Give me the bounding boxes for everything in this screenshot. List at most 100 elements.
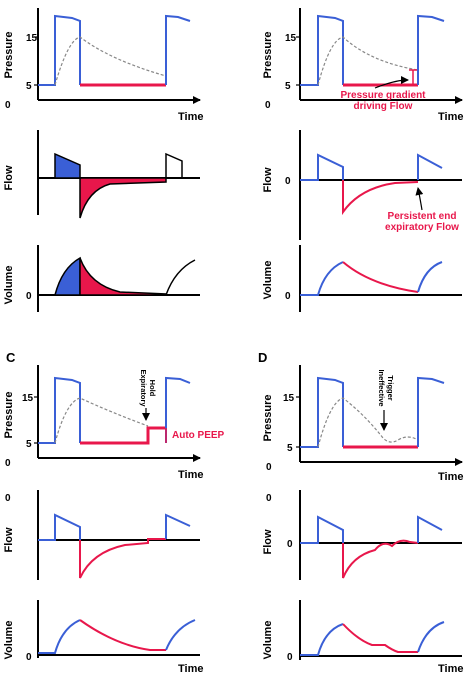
tick-15: 15 xyxy=(26,33,38,44)
tick-0: 0 xyxy=(26,652,32,663)
inspiratory-volume-curve xyxy=(300,623,344,656)
tick-0: 0 xyxy=(266,493,272,504)
panel-a-flow-plot: Flow xyxy=(3,130,200,219)
pressure-axis-label: Pressure xyxy=(3,31,15,78)
pressure-axis-label: Pressure xyxy=(262,394,274,441)
time-axis-label: Time xyxy=(438,111,463,123)
panel-b: 15 5 0 Pressure Time Pressure gradient d… xyxy=(262,8,463,312)
tick-0: 0 xyxy=(5,458,11,469)
panel-b-flow-plot: 0 Flow Persistent end expiratory Flow xyxy=(262,130,462,240)
gradient-arrow xyxy=(374,76,409,89)
next-breath-pressure-curve xyxy=(417,14,445,85)
pressure-gradient-annotation-line2: driving Flow xyxy=(354,101,413,112)
panel-letter-d: D xyxy=(258,350,267,365)
inspiratory-volume-curve xyxy=(38,619,81,654)
expiratory-hold-annotation-line2: Hold xyxy=(148,380,157,397)
time-axis-label: Time xyxy=(178,663,203,675)
next-breath-volume-curve xyxy=(417,261,443,293)
volume-axis-label: Volume xyxy=(3,621,15,660)
pressure-axis-label: Pressure xyxy=(3,391,15,438)
pressure-gradient-annotation-line1: Pressure gradient xyxy=(340,90,426,101)
next-breath-flow-curve xyxy=(417,153,443,180)
time-axis-label: Time xyxy=(438,471,463,483)
tick-0: 0 xyxy=(5,493,11,504)
panel-a: 15 5 0 Pressure Time Flow 0 Volume xyxy=(3,8,203,312)
inspiratory-pressure-curve xyxy=(300,14,344,86)
panel-a-pressure-plot: 15 5 0 Pressure Time xyxy=(3,8,203,123)
tick-15: 15 xyxy=(283,393,295,404)
alveolar-pressure-curve xyxy=(54,36,167,86)
alveolar-pressure-curve xyxy=(317,36,419,86)
expiratory-flow-curve xyxy=(342,180,419,216)
expiratory-flow-curve xyxy=(342,539,419,579)
tick-0: 0 xyxy=(265,100,271,111)
panel-c-volume-plot: 0 Volume Time xyxy=(3,600,203,675)
alveolar-pressure-curve xyxy=(317,397,419,448)
flow-axis-label: Flow xyxy=(262,167,274,192)
flow-axis-label: Flow xyxy=(3,527,15,552)
volume-axis-label: Volume xyxy=(3,266,15,305)
inspiratory-pressure-curve xyxy=(300,376,344,448)
volume-axis-label: Volume xyxy=(262,621,274,660)
ineffective-trigger-annotation-line1: Ineffective xyxy=(377,369,386,406)
persistent-flow-annotation-line1: Persistent end xyxy=(388,211,457,222)
inspiratory-pressure-curve xyxy=(38,14,81,86)
tick-5: 5 xyxy=(287,443,293,454)
persistent-flow-arrow xyxy=(415,187,424,211)
inspiratory-flow-curve xyxy=(38,513,81,541)
tick-0: 0 xyxy=(285,176,291,187)
tick-15: 15 xyxy=(285,33,297,44)
panel-b-pressure-plot: 15 5 0 Pressure Time Pressure gradient d… xyxy=(262,8,463,123)
inspiratory-flow-curve xyxy=(300,153,344,181)
expiratory-volume-fill xyxy=(79,257,167,296)
panel-c: C 15 5 0 Pressure Time Auto PEEP Expirat… xyxy=(3,350,225,675)
inspiratory-flow-fill xyxy=(54,152,81,179)
expiratory-pressure-line xyxy=(80,426,166,445)
time-axis-label: Time xyxy=(178,111,203,123)
tick-0: 0 xyxy=(285,291,291,302)
expiratory-flow-curve xyxy=(79,538,166,579)
ineffective-trigger-annotation-line2: Trigger xyxy=(386,375,395,401)
next-breath-flow-curve xyxy=(165,152,183,178)
flow-axis-label: Flow xyxy=(262,529,274,554)
expiratory-flow-fill xyxy=(79,177,167,219)
tick-0: 0 xyxy=(287,652,293,663)
inspiratory-volume-curve xyxy=(300,261,344,296)
tick-15: 15 xyxy=(22,393,34,404)
tick-5: 5 xyxy=(26,81,32,92)
panel-c-pressure-plot: 15 5 0 Pressure Time Auto PEEP Expirator… xyxy=(3,365,225,481)
panel-d-flow-plot: 0 0 Flow xyxy=(262,490,462,580)
flow-axis-label: Flow xyxy=(3,165,15,190)
panel-d-pressure-plot: 15 5 0 Pressure Time Ineffective Trigger xyxy=(262,365,463,483)
tick-0: 0 xyxy=(26,291,32,302)
panel-a-volume-plot: 0 Volume xyxy=(3,245,200,312)
panel-b-volume-plot: 0 Volume xyxy=(262,245,462,312)
next-breath-pressure-curve xyxy=(165,376,191,443)
tick-5: 5 xyxy=(285,81,291,92)
panel-d-volume-plot: 0 Volume Time xyxy=(262,600,463,675)
volume-axis-label: Volume xyxy=(262,261,274,300)
inspiratory-pressure-curve xyxy=(38,376,81,444)
expiratory-volume-curve xyxy=(342,623,418,653)
time-axis-label: Time xyxy=(438,663,463,675)
panel-c-flow-plot: 0 Flow xyxy=(3,490,200,580)
next-breath-volume-curve xyxy=(417,621,445,653)
next-breath-volume-curve xyxy=(165,619,196,651)
persistent-flow-annotation-line2: expiratory Flow xyxy=(385,222,459,233)
inspiratory-volume-fill xyxy=(54,256,81,296)
tick-5: 5 xyxy=(26,439,32,450)
alveolar-pressure-curve xyxy=(54,397,149,444)
next-breath-pressure-curve xyxy=(165,14,191,85)
expiratory-volume-curve xyxy=(79,619,166,651)
next-breath-flow-curve xyxy=(417,515,443,543)
next-breath-volume-curve xyxy=(165,259,196,296)
expiratory-hold-annotation-line1: Expiratory xyxy=(139,369,148,407)
next-breath-flow-curve xyxy=(165,513,191,539)
inspiratory-flow-curve xyxy=(300,515,344,544)
time-axis-label: Time xyxy=(178,469,203,481)
auto-peep-annotation: Auto PEEP xyxy=(172,430,225,441)
expiratory-volume-curve xyxy=(342,261,419,293)
panel-d: D 15 5 0 Pressure Time Ineffective Trigg… xyxy=(258,350,463,675)
next-breath-pressure-curve xyxy=(417,376,445,447)
